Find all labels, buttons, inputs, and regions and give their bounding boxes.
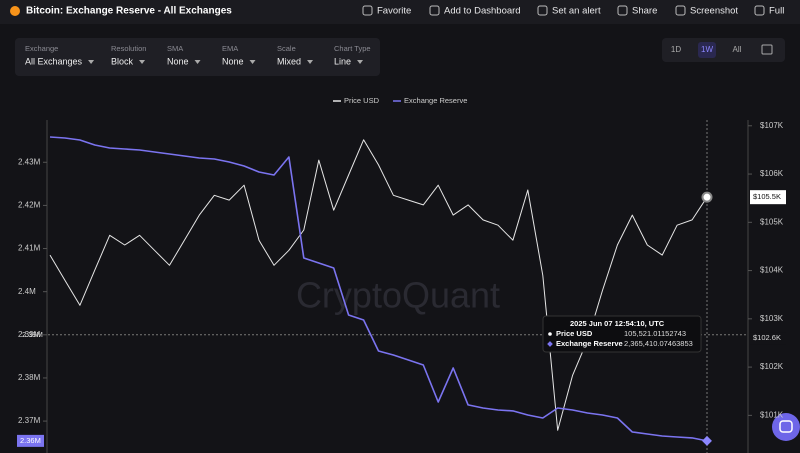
y-tick-label: 2.42M [18, 201, 41, 210]
y2-tick-label: $103K [760, 314, 784, 323]
tooltip-name: Exchange Reserve [556, 339, 623, 348]
action-icon [362, 5, 373, 16]
y-tick-label: 2.4M [18, 287, 36, 296]
series-line [49, 136, 708, 442]
filter-value[interactable]: None [167, 56, 189, 66]
filter-value[interactable]: None [222, 56, 244, 66]
range-button[interactable]: 1W [701, 45, 713, 54]
range-active [698, 42, 716, 58]
range-button[interactable]: 1D [671, 45, 681, 54]
action-icon [429, 5, 440, 16]
dropdown-caret [357, 60, 364, 64]
filter-value[interactable]: All Exchanges [25, 56, 83, 66]
legend-label[interactable]: Price USD [344, 96, 380, 105]
tooltip-name: Price USD [556, 329, 593, 338]
y2-last-label: $105.5K [753, 192, 781, 201]
top-bar [0, 0, 800, 24]
y2-tick-label: $101K [760, 410, 784, 419]
header-action[interactable]: Screenshot [690, 6, 738, 17]
help-chat[interactable] [772, 413, 800, 441]
series-line [49, 139, 708, 431]
action-icon [617, 5, 628, 16]
price-last-marker [701, 191, 713, 203]
y-tick-label: 2.43M [18, 157, 41, 166]
filter-value[interactable]: Block [111, 56, 134, 66]
tooltip-dot [548, 332, 552, 336]
y-tick-label: 2.38M [18, 373, 41, 382]
header-action[interactable]: Share [632, 6, 657, 17]
tooltip-diamond [547, 341, 553, 347]
filter-label: EMA [222, 44, 238, 53]
filter-panel [15, 38, 380, 76]
y2-tick-label: $104K [760, 266, 784, 275]
crosshair-y2-label: $102.6K [753, 333, 781, 342]
crosshair-y-label: 2.39M [22, 330, 43, 339]
action-icon [675, 5, 686, 16]
crosshair-y2-bg [750, 332, 786, 345]
calendar-icon[interactable] [761, 44, 773, 55]
y-last-label: 2.36M [20, 436, 41, 445]
filter-value[interactable]: Mixed [277, 56, 301, 66]
filter-value[interactable]: Line [334, 56, 351, 66]
y2-tick-label: $107K [760, 121, 784, 130]
y-tick-label: 2.37M [18, 416, 41, 425]
action-icon [754, 5, 765, 16]
filter-label: SMA [167, 44, 183, 53]
dropdown-caret [88, 60, 95, 64]
header-action[interactable]: Favorite [377, 6, 411, 17]
filter-label: Resolution [111, 44, 146, 53]
filter-label: Scale [277, 44, 296, 53]
dropdown-caret [249, 60, 256, 64]
y2-tick-label: $102K [760, 362, 784, 371]
tooltip-value: 2,365,410.07463853 [624, 339, 693, 348]
y-tick-label: 2.39M [18, 330, 41, 339]
action-icon [537, 5, 548, 16]
page-title: Bitcoin: Exchange Reserve - All Exchange… [26, 6, 232, 17]
header-action[interactable]: Add to Dashboard [444, 6, 521, 17]
y2-tick-label: $106K [760, 169, 784, 178]
y-tick-label: 2.41M [18, 244, 41, 253]
filter-label: Exchange [25, 44, 58, 53]
btc-icon [10, 6, 20, 16]
range-panel [662, 38, 785, 62]
reserve-last-marker [702, 435, 712, 446]
dropdown-caret [307, 60, 314, 64]
dropdown-caret [194, 60, 201, 64]
chat-icon [779, 420, 793, 433]
filter-label: Chart Type [334, 44, 371, 53]
header-action[interactable]: Full [769, 6, 784, 17]
tooltip [542, 315, 702, 353]
header-action[interactable]: Set an alert [552, 6, 601, 17]
y-last-bg [17, 434, 44, 447]
dropdown-caret [139, 60, 146, 64]
y2-last-bg [750, 190, 786, 205]
tooltip-value: 105,521.01152743 [624, 329, 686, 338]
watermark: CryptoQuant [296, 275, 500, 316]
legend-label[interactable]: Exchange Reserve [404, 96, 467, 105]
y2-tick-label: $105K [760, 217, 784, 226]
range-button[interactable]: All [733, 45, 742, 54]
tooltip-date: 2025 Jun 07 12:54:10, UTC [570, 319, 665, 328]
